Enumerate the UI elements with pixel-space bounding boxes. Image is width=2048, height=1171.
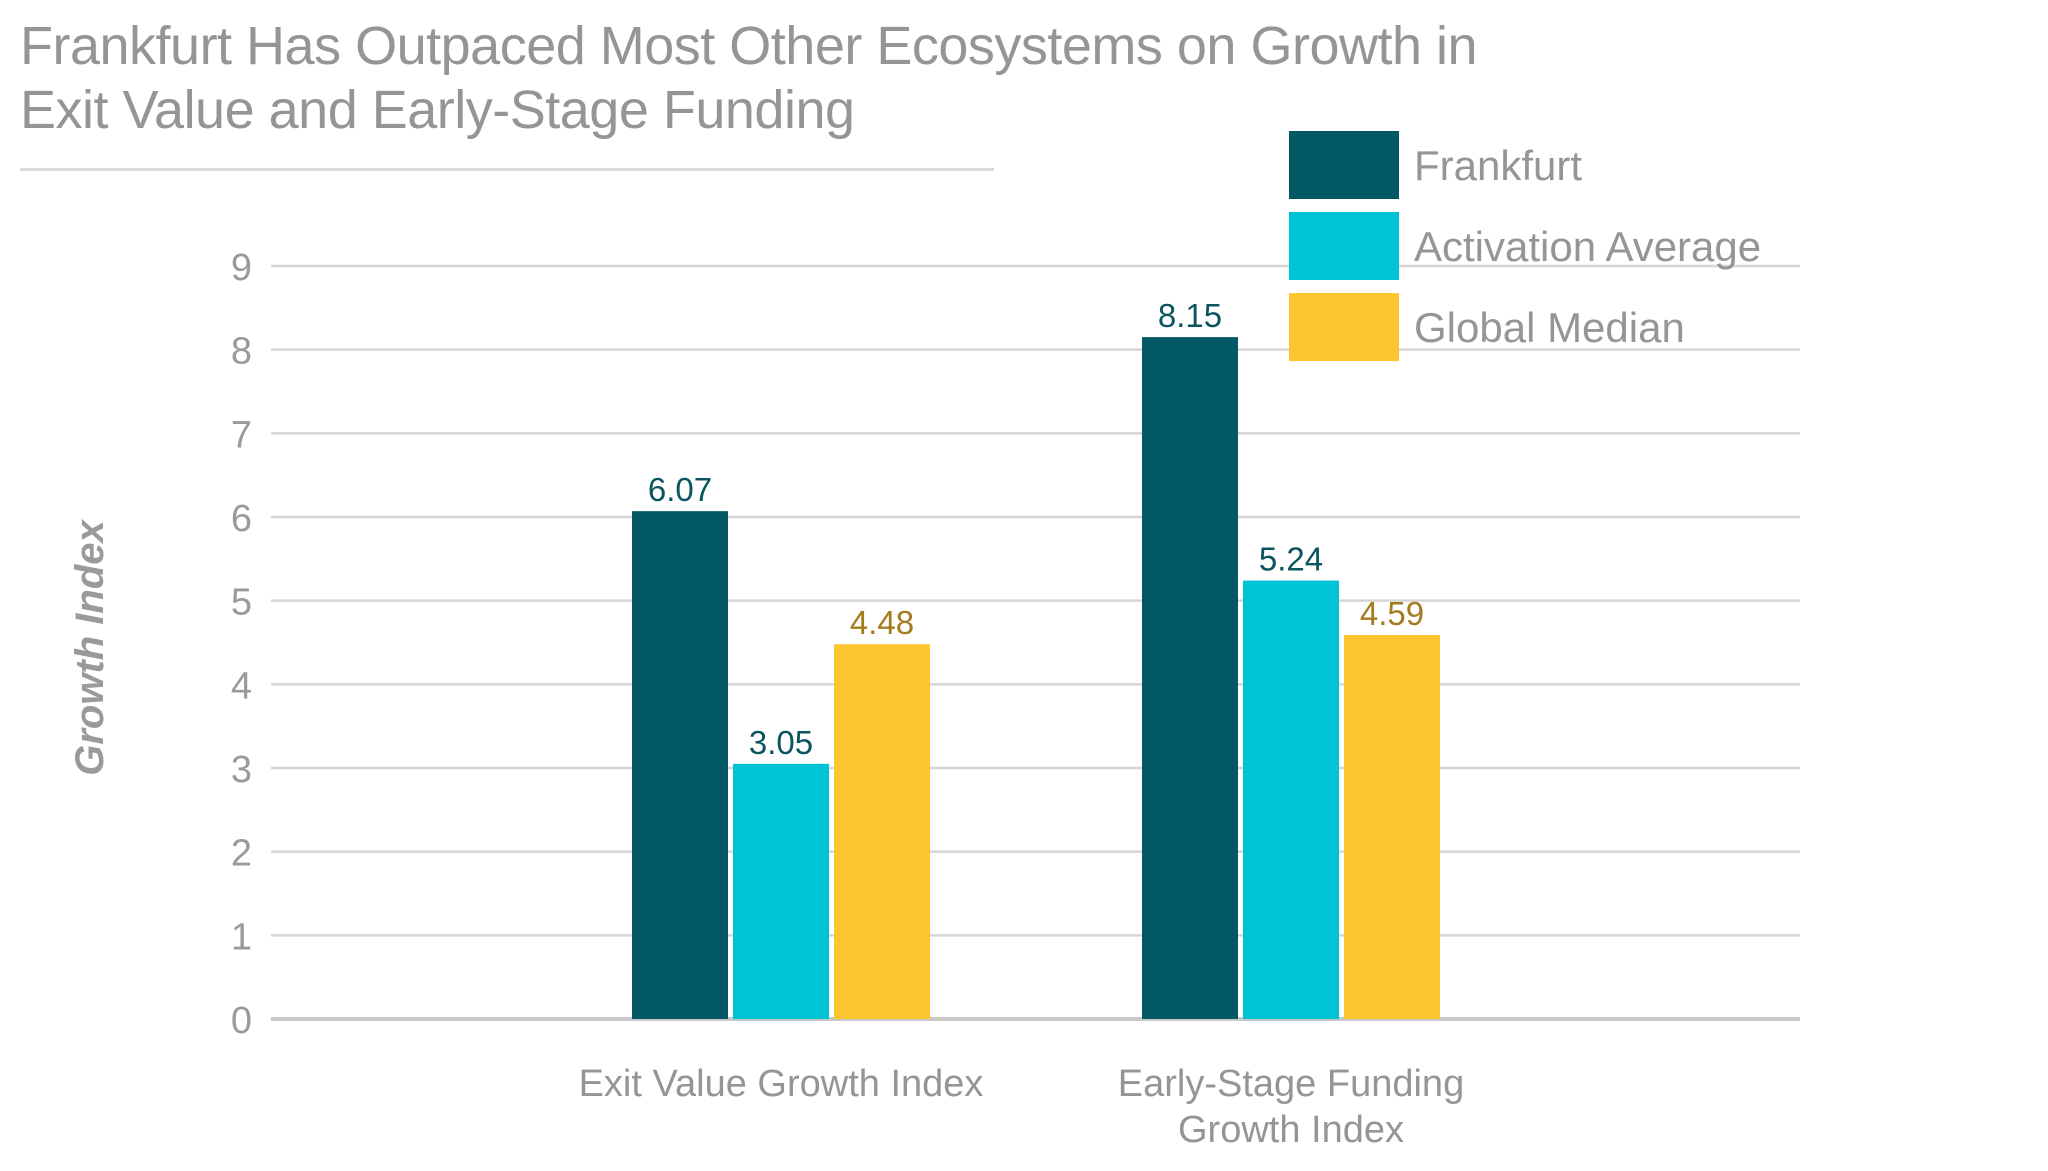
- category-label: Exit Value Growth Index: [579, 1063, 984, 1105]
- chart-title-line-1: Frankfurt Has Outpaced Most Other Ecosys…: [20, 16, 1478, 76]
- y-axis-title: Growth Index: [68, 518, 112, 775]
- data-label: 4.59: [1360, 595, 1424, 632]
- x-axis-category-labels: Exit Value Growth Index Early-Stage Fundi…: [579, 1063, 1465, 1151]
- title-divider: [20, 168, 994, 171]
- y-tick-label: 9: [231, 247, 252, 289]
- category-label: Early-Stage Funding: [1118, 1063, 1464, 1105]
- legend-item: Frankfurt: [1289, 131, 1582, 199]
- y-tick-label: 7: [231, 414, 252, 456]
- y-tick-label: 3: [231, 749, 252, 791]
- y-tick-label: 5: [231, 582, 252, 624]
- legend-swatch: [1289, 293, 1399, 361]
- legend-item: Global Median: [1289, 293, 1685, 361]
- bars: [632, 337, 1440, 1019]
- legend-label: Frankfurt: [1414, 142, 1582, 189]
- bar-global-median: [834, 644, 930, 1019]
- chart-title: Frankfurt Has Outpaced Most Other Ecosys…: [20, 14, 1478, 142]
- legend-label: Activation Average: [1414, 223, 1761, 270]
- y-tick-label: 4: [231, 665, 252, 707]
- bar-frankfurt: [632, 511, 728, 1019]
- data-label: 6.07: [648, 471, 712, 508]
- legend: Frankfurt Activation Average Global Median: [1289, 131, 1761, 361]
- y-tick-label: 8: [231, 331, 252, 373]
- y-tick-label: 6: [231, 498, 252, 540]
- data-label: 4.48: [850, 604, 914, 641]
- data-label: 5.24: [1259, 541, 1323, 578]
- data-label: 3.05: [749, 724, 813, 761]
- bar-activation-average: [1243, 580, 1339, 1019]
- y-tick-label: 0: [231, 1000, 252, 1042]
- bar-frankfurt: [1142, 337, 1238, 1019]
- chart-title-line-2: Exit Value and Early-Stage Funding: [20, 80, 855, 140]
- legend-swatch: [1289, 212, 1399, 280]
- legend-item: Activation Average: [1289, 212, 1761, 280]
- data-label: 8.15: [1158, 297, 1222, 334]
- legend-swatch: [1289, 131, 1399, 199]
- legend-label: Global Median: [1414, 304, 1685, 351]
- y-tick-label: 2: [231, 833, 252, 875]
- bar-global-median: [1344, 634, 1440, 1019]
- data-labels: 6.07 3.05 4.48 8.15 5.24 4.59: [648, 297, 1424, 761]
- category-label: Growth Index: [1178, 1109, 1404, 1151]
- y-tick-label: 1: [231, 916, 252, 958]
- gridlines: [271, 264, 1800, 1021]
- bar-activation-average: [733, 763, 829, 1019]
- y-axis-ticks: 0 1 2 3 4 5 6 7 8 9: [231, 247, 252, 1042]
